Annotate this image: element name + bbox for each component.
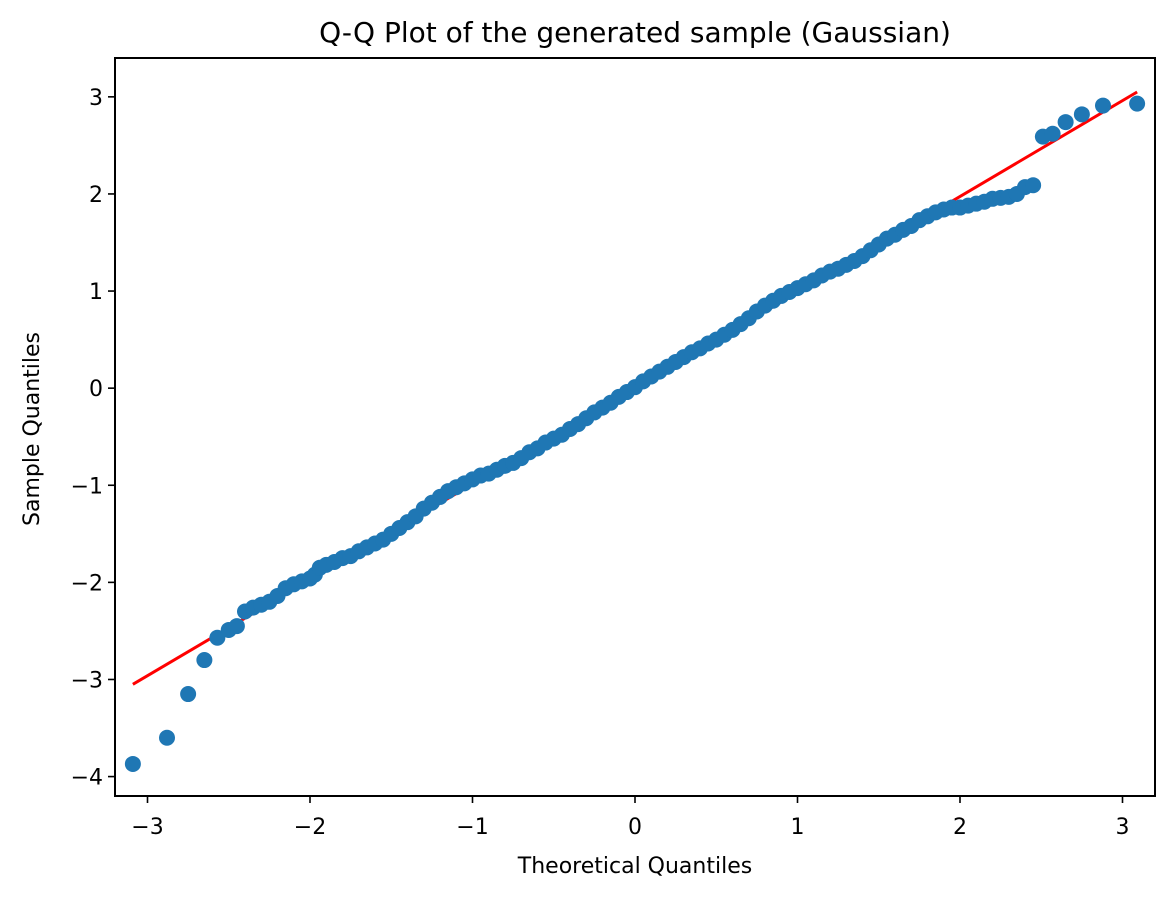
x-tick-label: 2 [953,815,967,840]
sample-point [1057,114,1074,131]
x-tick-label: −2 [294,815,326,840]
sample-point [1044,125,1061,142]
y-tick-label: −2 [71,571,103,596]
sample-point [180,686,197,703]
x-axis-label: Theoretical Quantiles [517,854,752,879]
sample-point [159,729,175,746]
x-tick-label: −1 [456,815,488,840]
y-tick-label: 2 [89,183,103,208]
sample-points-layer [124,95,1146,772]
sample-point [1073,106,1090,123]
sample-point [1129,95,1146,112]
y-tick-label: −4 [71,766,103,791]
x-tick-label: −3 [131,815,163,840]
sample-point [196,652,213,669]
sample-point [209,629,226,646]
chart-title: Q-Q Plot of the generated sample (Gaussi… [319,16,951,49]
y-tick-label: 1 [89,280,103,305]
sample-point [124,755,141,772]
plot-frame [114,57,1156,797]
x-tick-label: 1 [791,815,805,840]
y-tick-label: 3 [89,86,103,111]
x-tick-label: 3 [1116,815,1130,840]
sample-point [1025,177,1042,194]
x-ticks: −3 −2 −1 0 1 2 3 [131,796,1130,840]
y-ticks: −4 −3 −2 −1 0 1 2 3 [71,86,115,791]
sample-point [228,618,245,635]
y-tick-label: −1 [71,474,103,499]
y-tick-label: −3 [71,668,103,693]
x-tick-label: 0 [628,815,642,840]
sample-point [1095,97,1111,114]
y-tick-label: 0 [89,377,103,402]
y-axis-label: Sample Quantiles [20,332,45,526]
